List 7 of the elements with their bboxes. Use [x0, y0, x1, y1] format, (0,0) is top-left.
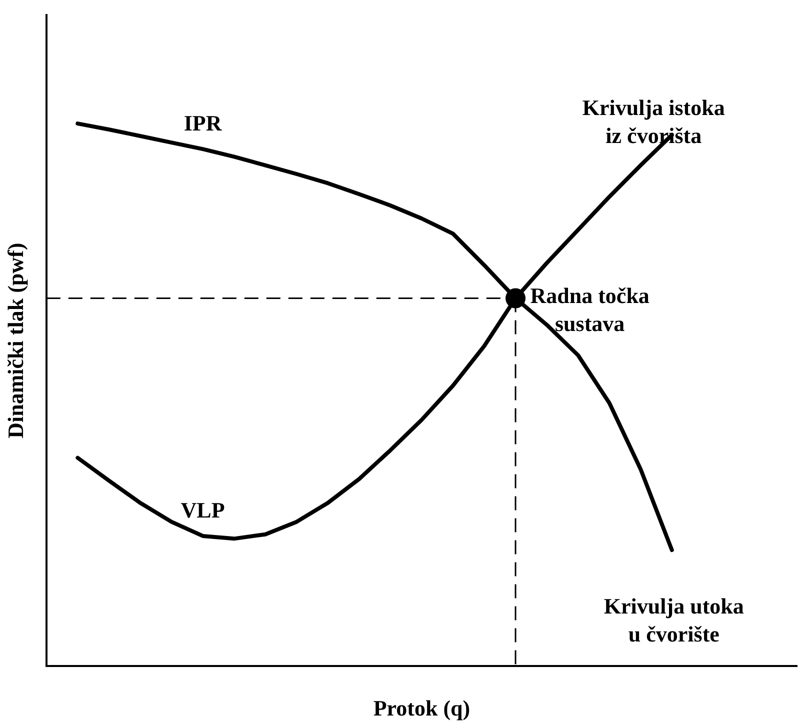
x-axis-title: Protok (q) [373, 695, 470, 720]
series-label: VLP [180, 498, 225, 523]
annotation: Krivulja utoka u čvorište [604, 594, 744, 647]
y-axis-title: Dinamički tlak (pwf) [2, 242, 28, 438]
annotation: Radna točka sustava [530, 282, 650, 336]
series-label: IPR [184, 110, 223, 136]
annotation: Krivulja istoka iz čvorišta [582, 94, 725, 148]
